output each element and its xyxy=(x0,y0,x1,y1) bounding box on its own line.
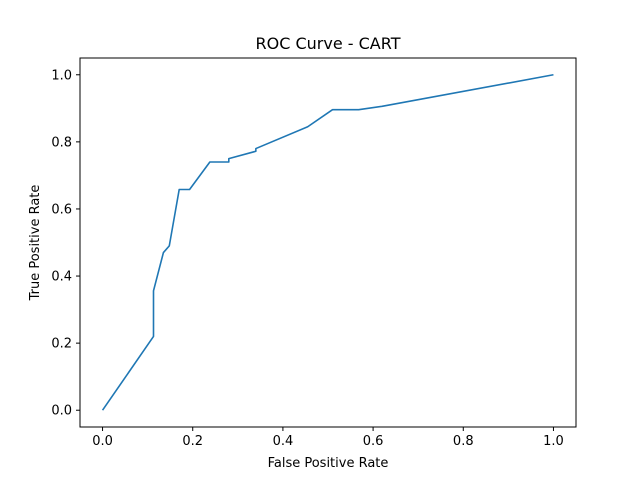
y-tick-label: 0.8 xyxy=(51,135,72,150)
x-tick-label: 1.0 xyxy=(543,434,564,449)
roc-curve-line xyxy=(101,73,554,411)
y-tick-label: 0.6 xyxy=(51,202,72,217)
x-tick-label: 0.6 xyxy=(363,434,384,449)
chart-title: ROC Curve - CART xyxy=(256,34,401,53)
axis-ticks: 0.0 0.2 0.4 0.6 0.8 1.0 0.0 0.2 0.4 0.6 0.8 1.0 xyxy=(51,68,563,449)
x-axis-label: False Positive Rate xyxy=(268,456,389,471)
plot-area xyxy=(101,73,554,411)
y-tick-label: 0.4 xyxy=(51,270,72,285)
y-tick-label: 1.0 xyxy=(51,68,72,83)
y-tick-label: 0.0 xyxy=(51,404,72,419)
axes-frame xyxy=(79,57,577,428)
x-tick-label: 0.4 xyxy=(273,434,294,449)
y-tick-label: 0.2 xyxy=(51,337,72,352)
x-tick-label: 0.8 xyxy=(453,434,474,449)
x-tick-label: 0.2 xyxy=(182,434,203,449)
x-tick-label: 0.0 xyxy=(92,434,113,449)
y-axis-label: True Positive Rate xyxy=(28,185,43,302)
